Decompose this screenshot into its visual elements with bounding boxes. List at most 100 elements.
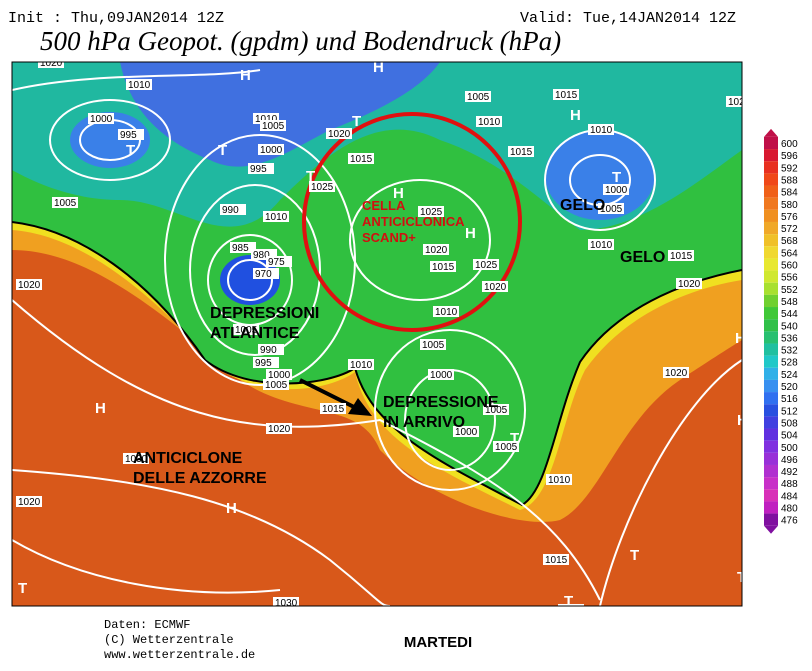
isobar-label-bg [726, 96, 742, 107]
pressure-center: T [737, 569, 746, 586]
pressure-center: H [393, 185, 404, 202]
isobar-label-bg [476, 116, 502, 127]
isobar-label-bg [430, 261, 456, 272]
map-frame [11, 61, 743, 607]
isobar-label-bg [423, 244, 449, 255]
pressure-center: T [612, 169, 621, 186]
isobar-label: 1015 [555, 90, 578, 101]
isobar-label: 995 [120, 130, 137, 141]
cold-area [120, 62, 440, 167]
isobar-label: 1010 [590, 125, 613, 136]
isobar-label-bg [558, 604, 584, 606]
legend-swatch [764, 294, 778, 308]
isobar-label-bg [663, 367, 689, 378]
isobar-label: 1015 [322, 404, 345, 415]
pressure-center: T [352, 113, 361, 130]
pressure-center: H [240, 67, 251, 84]
legend-swatch [764, 343, 778, 356]
isobar-label: 1005 [467, 92, 490, 103]
isobar-label-bg [126, 79, 152, 90]
isobar-label: 1020 [484, 282, 507, 293]
isobar-label-bg [320, 403, 346, 414]
legend-label: 592 [781, 163, 798, 174]
legend-swatch [764, 367, 778, 380]
isobar-label-bg [553, 89, 579, 100]
isobar-label-bg [483, 404, 509, 415]
legend-label: 476 [781, 516, 798, 527]
legend-label: 560 [781, 261, 798, 272]
annotation: ANTICICLONICA [362, 214, 465, 229]
isobar-label: 1010 [255, 114, 278, 125]
legend-swatch [764, 319, 778, 332]
map-title: 500 hPa Geopot. (gpdm) und Bodendruck (h… [40, 26, 561, 56]
valid-time: Valid: Tue,14JAN2014 12Z [520, 10, 736, 27]
isobar-label: 1000 [268, 370, 291, 381]
isobar-label-bg [465, 91, 491, 102]
isobar-label-bg [348, 153, 374, 164]
isobar-label-bg [260, 120, 286, 131]
isobar-label: 1030 [125, 454, 148, 465]
map: 1020 1010 1000 995 1005 1010 1005 1000 995 990 985… [12, 58, 746, 610]
legend-label: 552 [781, 285, 798, 296]
isobar-label-bg [676, 278, 702, 289]
pressure-center: H [570, 107, 581, 124]
isobar-label: 980 [253, 250, 270, 261]
annotation: GELO [560, 197, 605, 214]
legend-label: 572 [781, 224, 798, 235]
copyright: (C) Wetterzentrale [104, 633, 234, 647]
isobar-label: 990 [260, 345, 277, 356]
legend-swatch [764, 221, 778, 235]
isobar-label-bg [263, 379, 289, 390]
isobar-label-bg [123, 453, 149, 464]
isobar-label-bg [418, 206, 444, 217]
url: www.wetterzentrale.de [104, 648, 255, 662]
isobar-label-bg [258, 144, 284, 155]
isobar-label: 995 [250, 164, 267, 175]
annotation: DELLE AZZORRE [133, 470, 267, 487]
isobar-label-bg [493, 441, 519, 452]
pressure-center: T [630, 547, 639, 564]
isobar-label-bg [38, 62, 64, 68]
pressure-center: H [465, 225, 476, 242]
annotation: GELO [620, 249, 665, 266]
legend-swatch [764, 501, 778, 514]
isobar-label: 1020 [40, 58, 63, 69]
isobar-label: 1005 [495, 442, 518, 453]
legend-label: 556 [781, 273, 798, 284]
pressure-center: T [126, 142, 135, 159]
annotation: DEPRESSIONE [383, 394, 499, 411]
isobar-label-bg [588, 239, 614, 250]
isobar-label-bg [251, 249, 277, 260]
isobar-label-bg [588, 124, 614, 135]
isobar-label-bg [326, 128, 352, 139]
isobar-label-bg [253, 268, 279, 279]
isobar-label-bg [453, 426, 479, 437]
isobar-label: 1010 [128, 80, 151, 91]
arrow [299, 378, 361, 412]
legend-swatch [764, 149, 778, 162]
legend-label: 596 [781, 151, 798, 162]
legend-label: 508 [781, 418, 798, 429]
isobar-label-bg [266, 256, 292, 267]
isobar-label: 1010 [350, 360, 373, 371]
isobar-label: 1015 [545, 555, 568, 566]
init-time: Init : Thu,09JAN2014 12Z [8, 10, 224, 27]
isobar-label: 985 [232, 243, 249, 254]
isobar-label-bg [598, 203, 624, 214]
isobar-label: 1000 [90, 114, 113, 125]
pressure-center: H [735, 330, 746, 347]
pressure-center: T [564, 593, 573, 610]
legend-swatch [764, 440, 778, 453]
day-label: MARTEDI [404, 634, 472, 651]
isobar-label: 1030 [275, 598, 298, 609]
isobar-label-bg [16, 279, 42, 290]
isobar-label-bg [543, 554, 569, 565]
legend-label: 544 [781, 309, 798, 320]
isobar-label: 1020 [665, 368, 688, 379]
legend-label: 484 [781, 491, 798, 502]
isobar-label: 1000 [455, 427, 478, 438]
isobar-label-bg [420, 339, 446, 350]
legend-label: 488 [781, 479, 798, 490]
isobar-label-bg [253, 357, 279, 368]
